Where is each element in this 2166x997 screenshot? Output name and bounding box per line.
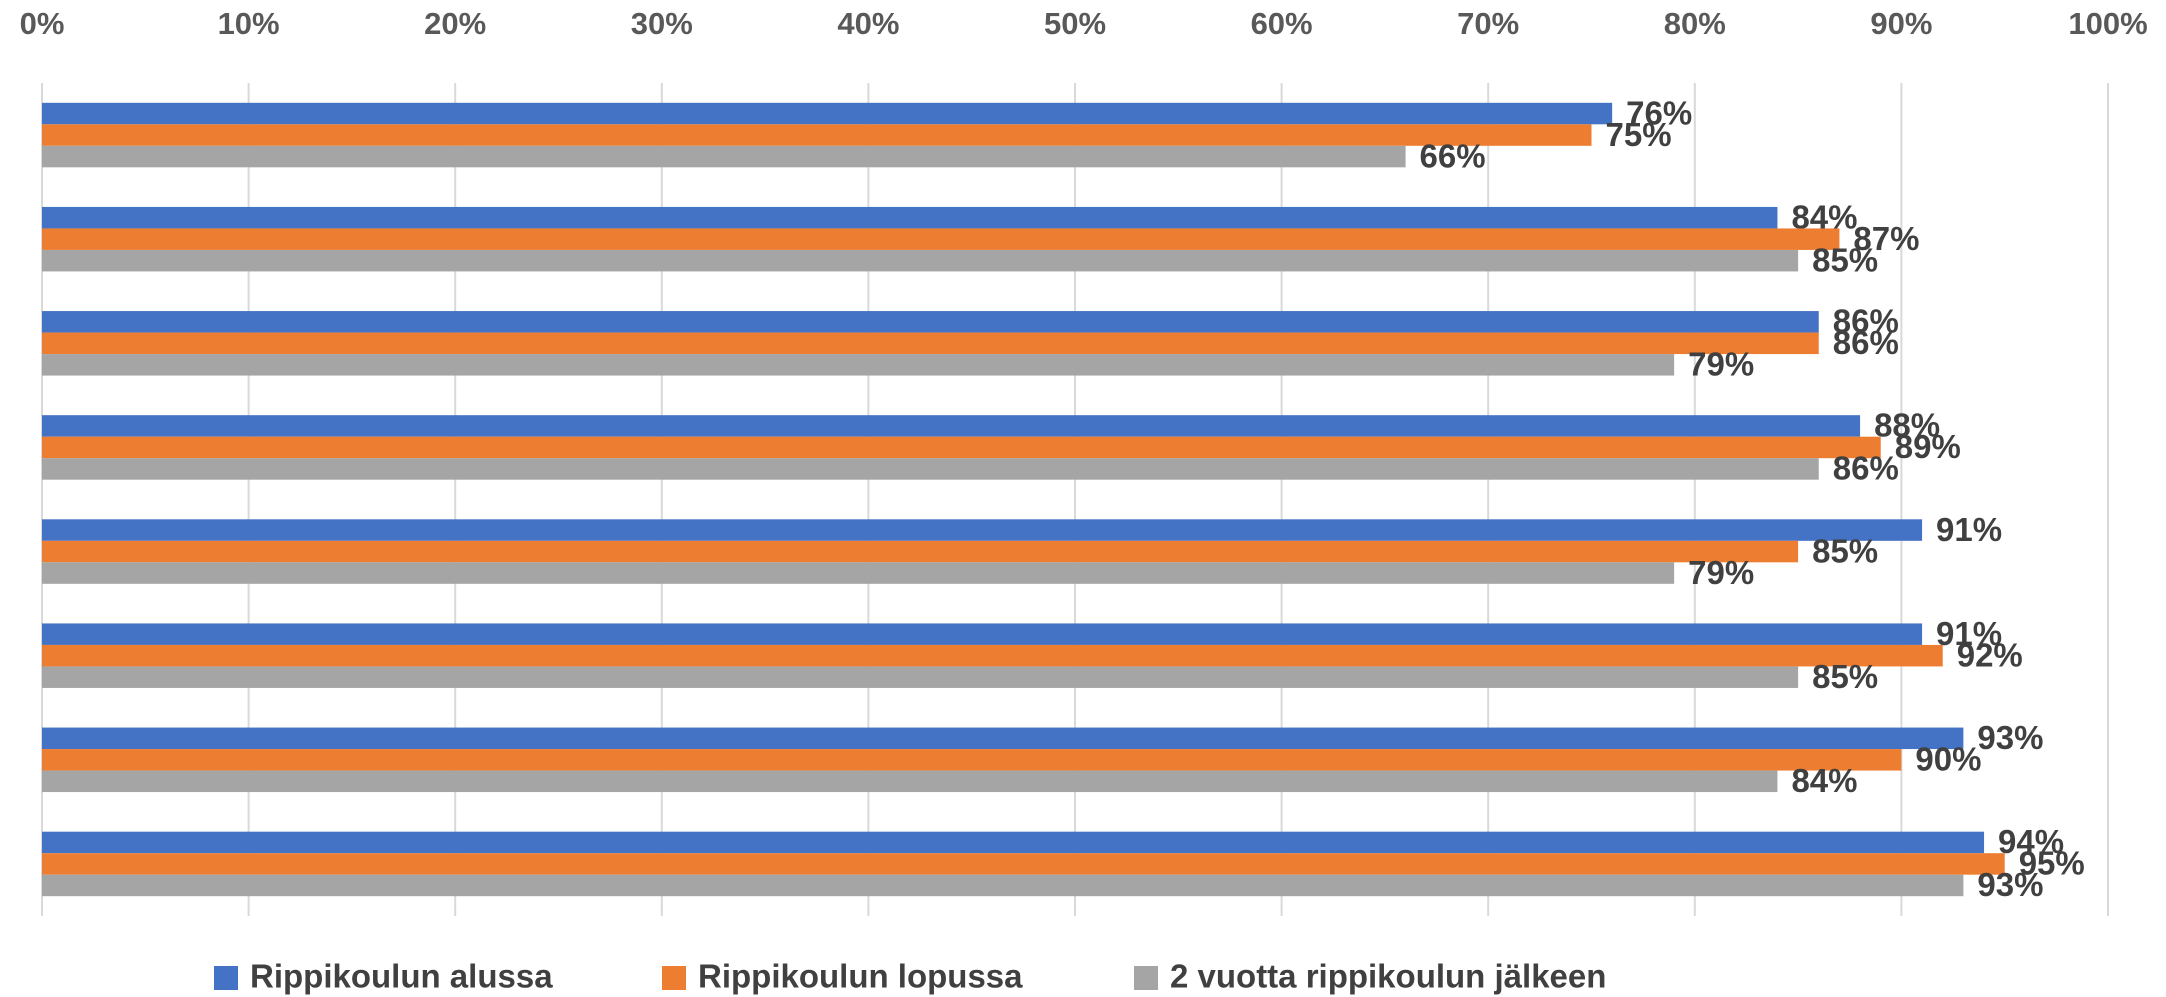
data-label: 86% [1833,450,1899,487]
legend-swatch [214,966,238,990]
data-label: 85% [1812,241,1878,278]
bar [42,415,1861,437]
bar [42,145,1406,168]
bar [42,332,1819,355]
bar [42,644,1943,667]
data-label: 87% [1853,220,1919,257]
legend-label: Rippikoulun alussa [250,958,553,995]
x-tick-label: 100% [2068,6,2147,41]
bar [42,436,1881,459]
bar [42,354,1675,376]
data-label: 92% [1957,636,2023,673]
data-label: 86% [1833,324,1899,361]
legend-swatch [1134,966,1158,990]
x-tick-label: 70% [1457,6,1519,41]
data-label: 66% [1420,137,1486,174]
bar [42,666,1799,688]
data-label: 91% [1936,615,2002,652]
bar [42,228,1840,250]
data-label: 94% [1998,823,2064,860]
x-tick-label: 20% [424,6,486,41]
bar [42,770,1778,793]
bar [42,853,2005,875]
legend-label: 2 vuotta rippikoulun jälkeen [1170,958,1606,995]
bar [42,458,1819,480]
bar [42,519,1923,541]
data-label: 93% [1977,866,2043,903]
x-tick-label: 40% [837,6,899,41]
data-label: 95% [2019,845,2085,882]
bar [42,102,1613,125]
data-label: 88% [1874,407,1940,444]
data-label: 85% [1812,658,1878,695]
data-label: 91% [1936,511,2002,548]
data-label: 79% [1688,346,1754,383]
data-label: 84% [1791,762,1857,799]
bar [42,249,1799,272]
x-tick-label: 80% [1664,6,1726,41]
data-label: 75% [1606,116,1672,153]
data-label: 79% [1688,554,1754,591]
bar [42,623,1923,645]
x-tick-label: 30% [631,6,693,41]
bar [42,311,1819,333]
bar [42,206,1778,229]
legend-swatch [662,966,686,990]
x-tick-label: 50% [1044,6,1106,41]
x-tick-label: 90% [1870,6,1932,41]
data-label: 76% [1626,94,1692,131]
bar [42,831,1985,854]
data-label: 85% [1812,532,1878,569]
data-label: 93% [1977,719,2043,756]
bar [42,749,1902,771]
legend-label: Rippikoulun lopussa [698,958,1023,995]
data-label: 86% [1833,303,1899,340]
bar [42,562,1675,584]
bar [42,874,1964,897]
data-label: 90% [1915,741,1981,778]
bar [42,124,1592,146]
x-tick-label: 0% [20,6,65,41]
bar [42,540,1799,563]
x-tick-label: 10% [218,6,280,41]
data-label: 89% [1895,428,1961,465]
x-tick-label: 60% [1251,6,1313,41]
bar [42,727,1964,750]
